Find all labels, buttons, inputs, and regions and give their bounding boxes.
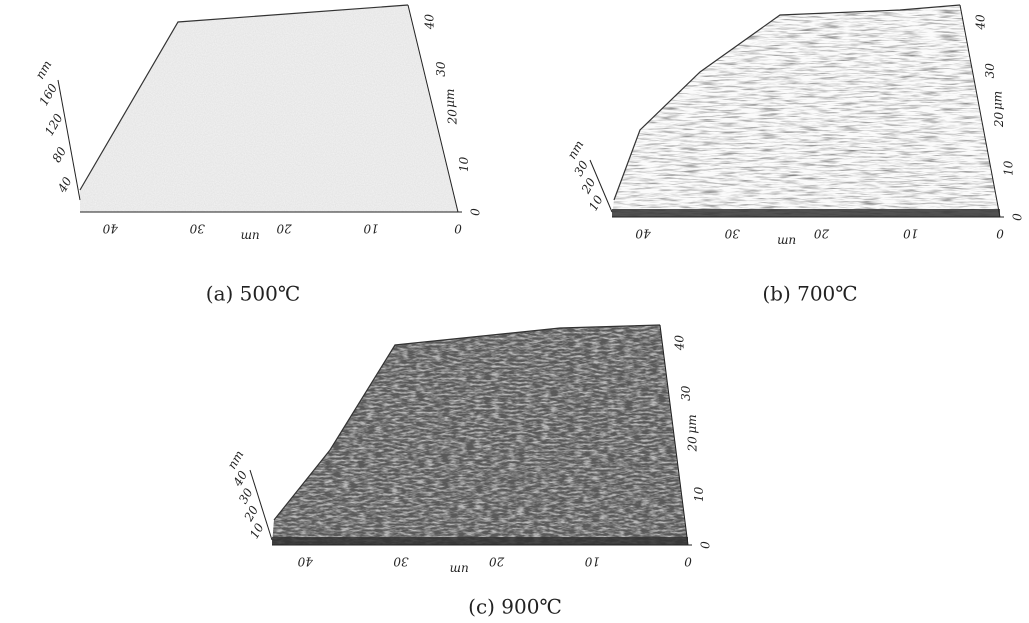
y-tick-label: 30 [679, 385, 693, 401]
x-axis-label: um [777, 235, 796, 249]
y-tick-label: 10 [457, 156, 471, 172]
z-tick-label: 30 [236, 486, 256, 507]
z-tick-label: 20 [241, 503, 261, 524]
y-tick-label: 40 [974, 14, 988, 31]
z-axis [57, 79, 81, 201]
base-strip [272, 537, 688, 545]
y-tick-label: 0 [469, 208, 483, 216]
y-axis-label: μm [991, 91, 1005, 110]
x-axis-label: um [241, 230, 260, 244]
z-tick-label: 30 [571, 158, 591, 179]
z-axis [249, 469, 273, 541]
surface-texture [272, 325, 688, 545]
z-tick-label: 10 [586, 193, 606, 214]
y-tick-label: 20 [446, 109, 460, 126]
caption: (a) 500℃ [206, 282, 300, 306]
surface-texture [80, 5, 458, 212]
x-tick-label: 30 [724, 227, 740, 241]
y-axis-label: μm [685, 414, 699, 433]
z-tick-label: 160 [37, 81, 61, 108]
z-axis-label: nm [565, 138, 587, 162]
x-tick-label: 0 [454, 222, 462, 236]
y-axis [959, 4, 1001, 218]
z-axis-label: nm [33, 58, 55, 82]
y-tick-label: 40 [423, 14, 437, 31]
z-tick-label: 10 [247, 521, 267, 542]
x-tick-label: 0 [684, 555, 692, 569]
x-tick-label: 30 [189, 222, 205, 236]
x-tick-label: 30 [393, 555, 409, 569]
x-tick-label: 10 [903, 227, 919, 241]
y-axis-label: μm [443, 89, 457, 108]
x-tick-label: 10 [584, 555, 600, 569]
y-tick-label: 40 [673, 335, 687, 352]
z-tick-label: 40 [230, 468, 250, 489]
caption: (b) 700℃ [762, 282, 857, 306]
x-axis-label: um [450, 563, 469, 577]
y-tick-label: 30 [983, 63, 997, 79]
z-axis [589, 159, 613, 213]
y-tick-label: 0 [699, 541, 713, 549]
surface-outline [273, 324, 661, 521]
x-tick-label: 40 [102, 222, 119, 236]
x-tick-label: 20 [814, 227, 831, 241]
afm-panel: 40 30 20 10 0 um 0 10 20 30 40 μm 160 120 80 40 nm (a) 50… [33, 4, 483, 306]
x-tick-label: 40 [635, 227, 652, 241]
caption: (c) 900℃ [468, 595, 562, 619]
y-tick-label: 20 [686, 436, 700, 453]
x-tick-label: 20 [489, 555, 506, 569]
base-strip [612, 209, 1000, 217]
y-tick-label: 10 [1001, 160, 1015, 176]
surface-texture [612, 5, 1000, 217]
x-tick-label: 10 [363, 222, 379, 236]
y-tick-label: 20 [992, 111, 1006, 128]
x-tick-label: 40 [297, 555, 314, 569]
y-axis [659, 324, 689, 546]
y-tick-label: 0 [1011, 213, 1025, 221]
surface-outline [79, 4, 409, 191]
y-axis [407, 4, 459, 213]
z-tick-label: 20 [578, 175, 598, 196]
z-tick-label: 40 [54, 174, 74, 195]
y-tick-label: 30 [434, 61, 448, 77]
y-tick-label: 10 [692, 486, 706, 502]
z-axis-label: nm [225, 448, 247, 472]
x-tick-label: 20 [276, 222, 293, 236]
z-tick-label: 80 [49, 144, 69, 165]
x-tick-label: 0 [996, 227, 1004, 241]
z-tick-label: 120 [42, 111, 66, 138]
surface-outline [613, 4, 961, 201]
